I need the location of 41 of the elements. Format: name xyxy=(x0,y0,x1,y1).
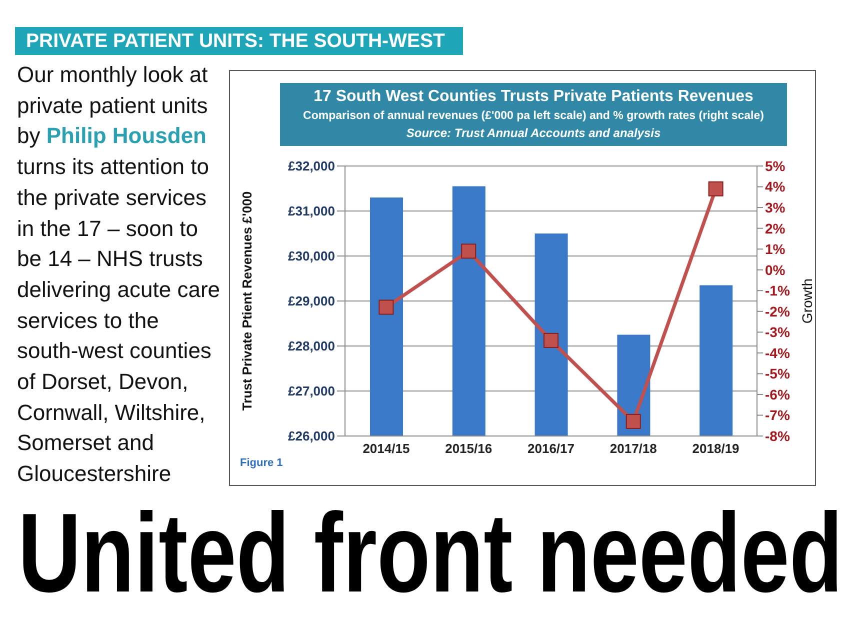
x-tick-label: 2015/16 xyxy=(445,441,492,456)
y-tick-label: £26,000 xyxy=(288,428,335,444)
text: PRIVATE PATIENT UNITS: THE SOUTH-WEST xyxy=(15,27,463,55)
text: United front needed xyxy=(18,490,843,616)
caption: Figure 1 xyxy=(240,457,283,469)
y2-tick-label: -8% xyxy=(765,428,790,444)
y-tick-label: £31,000 xyxy=(288,204,335,219)
point xyxy=(378,300,394,315)
chart-title: 17 South West Counties Trusts Private Patients Revenues xyxy=(312,87,754,107)
y-axis-title: Trust Private Ptient Revenues £'000 xyxy=(240,191,255,411)
y2-tick-label: 5% xyxy=(765,158,786,174)
y2-tick-label: 4% xyxy=(765,178,786,195)
y2-axis-title: Growth xyxy=(798,278,815,324)
x-tick-label: 2018/19 xyxy=(692,441,740,456)
point xyxy=(461,244,476,259)
x-tick-label: 2014/15 xyxy=(362,441,410,456)
y2-tick-label: -5% xyxy=(765,366,790,382)
y-tick-label: £28,000 xyxy=(288,338,335,354)
y-tick-label: £30,000 xyxy=(288,248,335,264)
y2-tick-label: -7% xyxy=(765,407,790,424)
y2-tick-label: -3% xyxy=(765,324,790,340)
y-tick-label: £32,000 xyxy=(288,158,335,174)
y2-tick-label: -1% xyxy=(765,282,790,299)
y2-tick-label: 0% xyxy=(765,262,786,278)
y2-tick-label: -6% xyxy=(765,386,790,402)
y2-tick-label: -2% xyxy=(765,303,790,320)
y-tick-label: £27,000 xyxy=(288,384,335,399)
x-tick-label: 2017/18 xyxy=(610,441,657,456)
y2-tick-label: 1% xyxy=(765,241,786,258)
text: Philip Housden xyxy=(46,123,206,148)
point xyxy=(626,414,641,429)
point xyxy=(544,332,558,348)
y2-tick-label: 3% xyxy=(765,200,786,216)
point xyxy=(708,181,724,196)
x-tick-label: 2016/17 xyxy=(528,441,574,456)
chart-subtitle: Comparison of annual revenues (£'000 pa left scale) and % growth rates (right scale) xyxy=(302,109,765,124)
source-note: Source: Trust Annual Accounts and analysis xyxy=(405,125,662,142)
y2-tick-label: -4% xyxy=(765,344,790,361)
y-tick-label: £29,000 xyxy=(288,294,335,309)
text: turns its attention to the private services in the 17 – soon to be 14 – NHS trusts delivering acute care services to the south-west counties of Dorset, Devon, Cornwall, Wiltshire, Somerset and Gloucestershire xyxy=(17,154,220,486)
y2-tick-label: 2% xyxy=(765,220,786,236)
